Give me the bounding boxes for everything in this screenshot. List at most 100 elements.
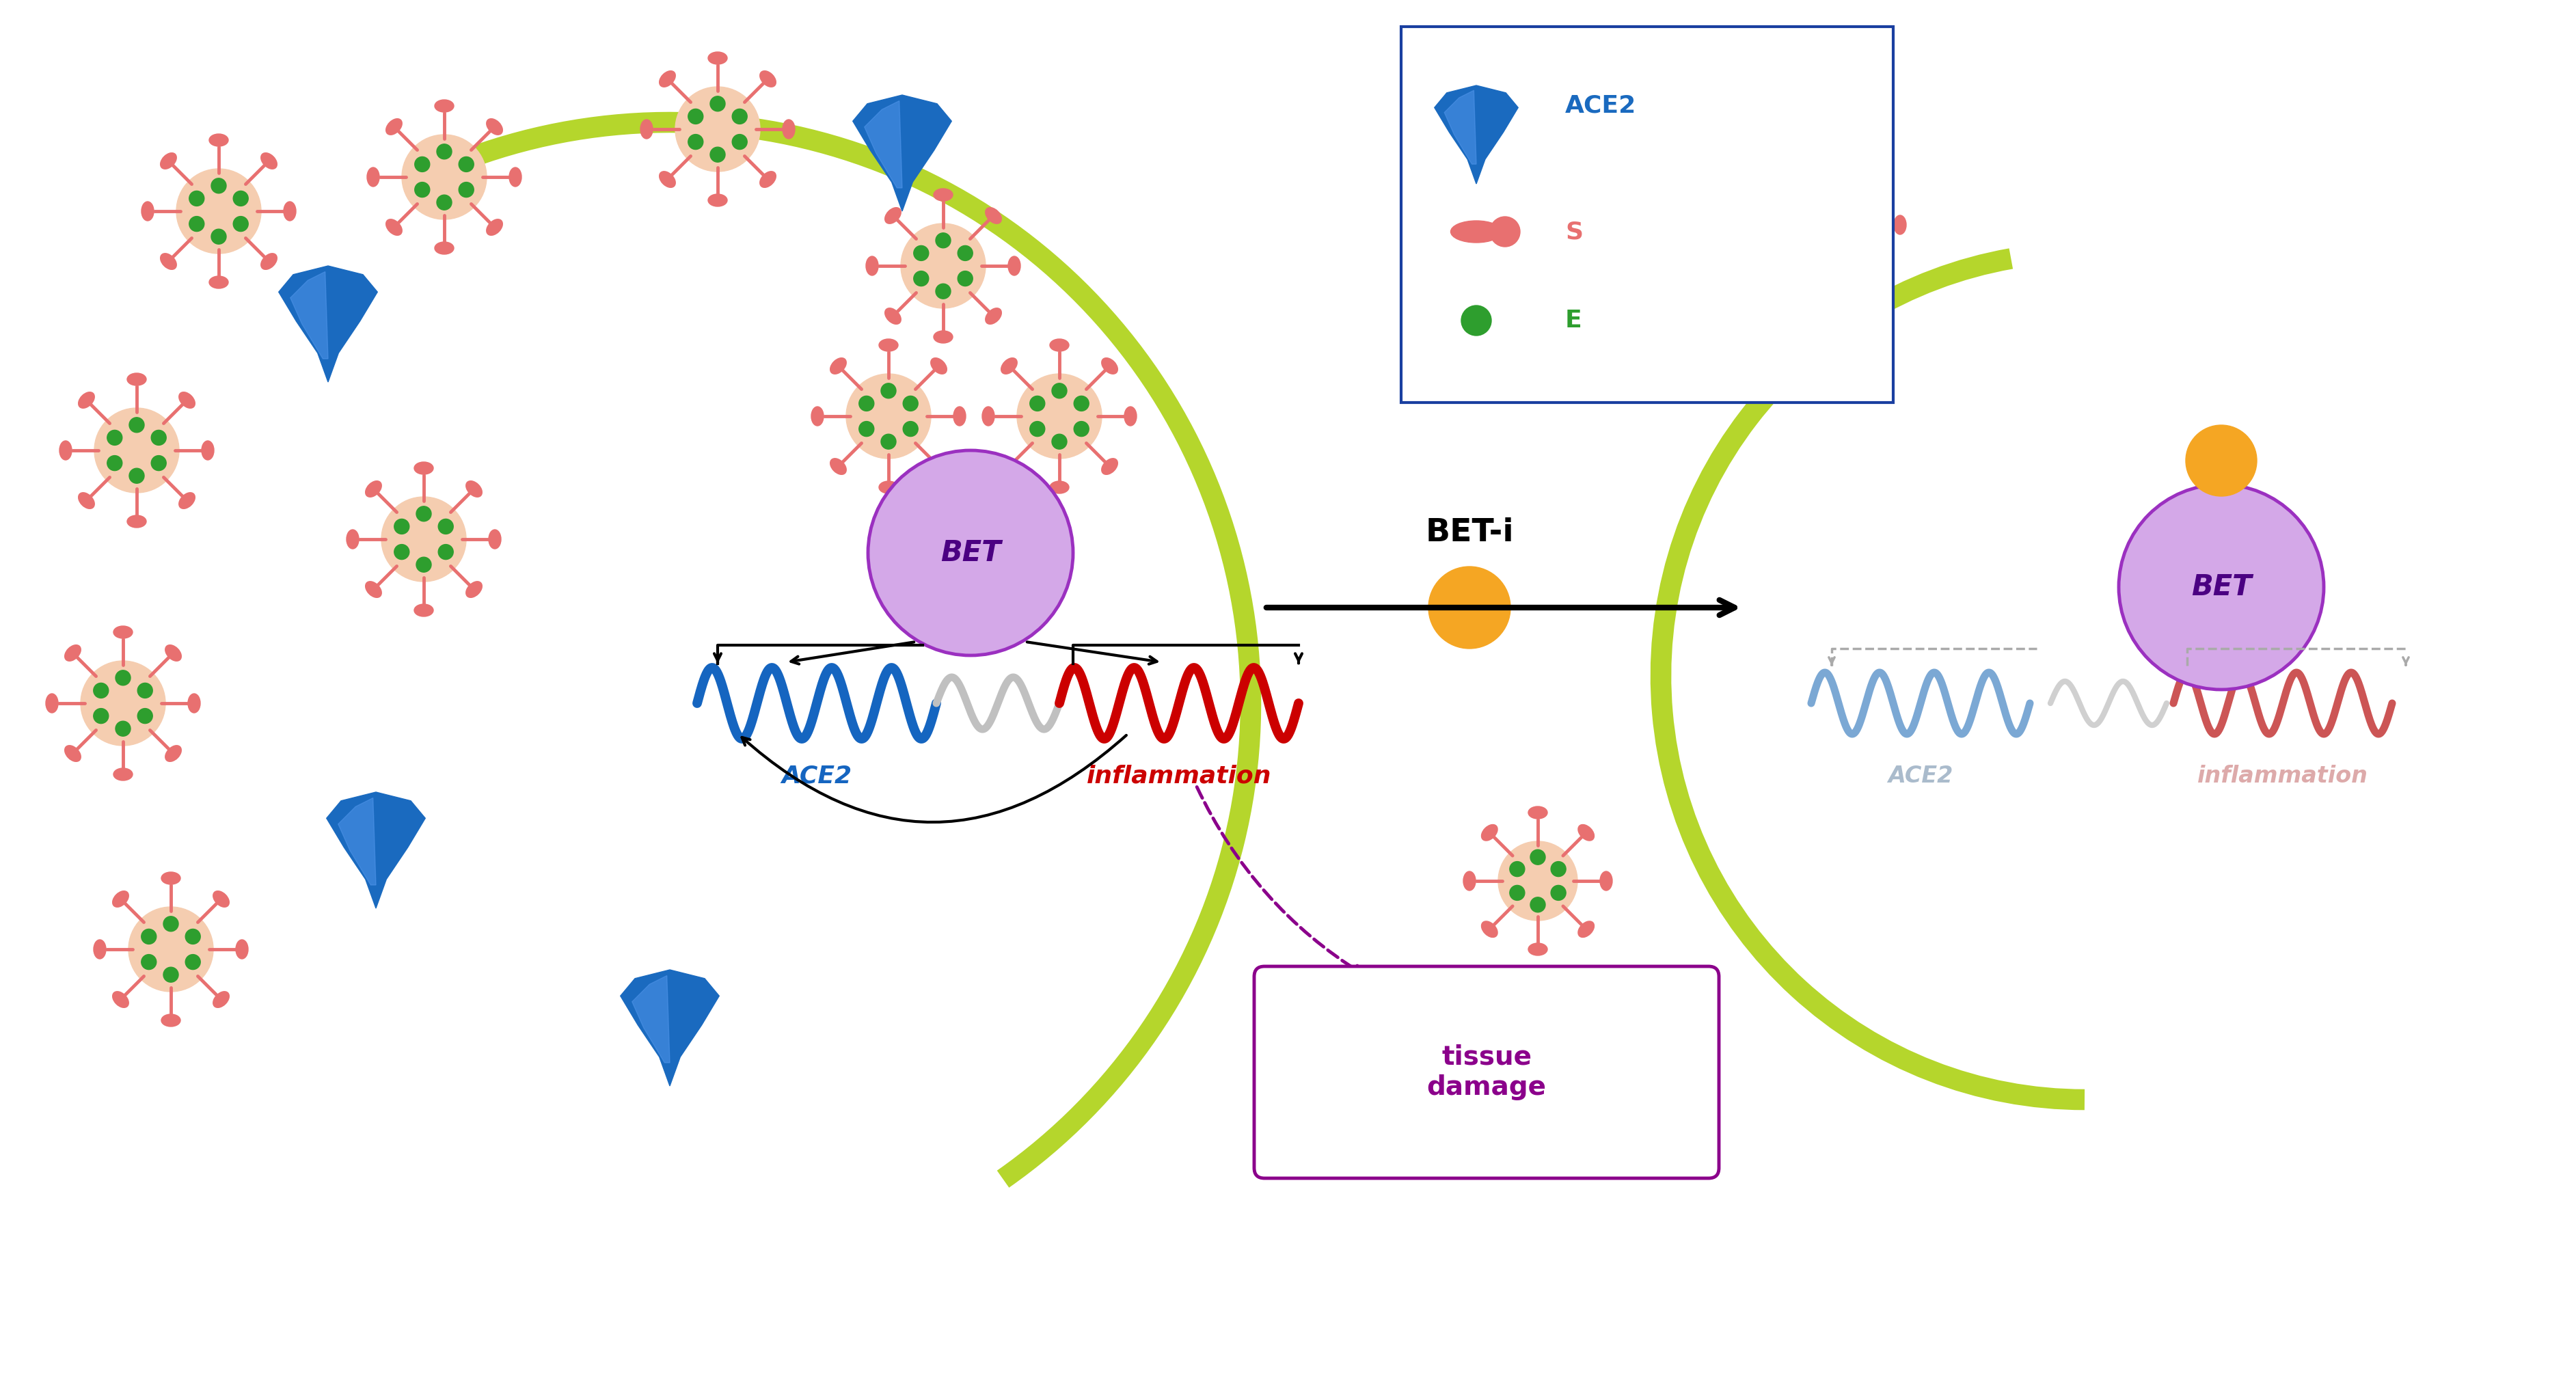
Ellipse shape [366,168,379,187]
Ellipse shape [1600,872,1613,891]
Circle shape [402,135,487,220]
Ellipse shape [142,202,155,221]
Circle shape [459,157,474,172]
Circle shape [438,545,453,559]
Ellipse shape [659,172,675,188]
Ellipse shape [489,530,500,549]
Ellipse shape [1664,328,1685,341]
Ellipse shape [93,939,106,958]
Circle shape [1793,185,1870,265]
Ellipse shape [59,441,72,460]
Circle shape [188,191,204,206]
Text: inflammation: inflammation [2197,765,2367,787]
Text: BET: BET [940,538,999,567]
Ellipse shape [126,515,147,527]
Circle shape [1803,206,1819,221]
Ellipse shape [987,207,1002,224]
Circle shape [175,169,260,254]
Circle shape [711,147,726,162]
Circle shape [415,183,430,198]
Ellipse shape [1579,825,1595,840]
Ellipse shape [415,461,433,474]
Circle shape [1074,422,1090,437]
Circle shape [162,916,178,931]
Ellipse shape [1716,306,1731,323]
Circle shape [108,456,121,471]
Ellipse shape [237,939,247,958]
Circle shape [1051,383,1066,398]
Ellipse shape [829,459,848,475]
Ellipse shape [1007,257,1020,276]
Ellipse shape [1481,825,1497,840]
Ellipse shape [708,194,726,206]
Polygon shape [853,95,951,211]
Polygon shape [291,272,327,358]
Circle shape [1489,217,1520,247]
Text: S: S [1566,220,1584,243]
Ellipse shape [1579,921,1595,938]
Circle shape [129,417,144,432]
Circle shape [1844,229,1860,244]
Ellipse shape [466,481,482,497]
Circle shape [1646,270,1662,286]
Circle shape [1430,567,1510,648]
Ellipse shape [77,493,95,508]
Ellipse shape [386,220,402,235]
Circle shape [1636,227,1713,305]
Circle shape [142,954,157,969]
Polygon shape [621,969,719,1086]
Circle shape [958,246,974,261]
Text: ACE2: ACE2 [781,765,853,788]
Ellipse shape [348,530,358,549]
Circle shape [211,229,227,244]
Ellipse shape [126,373,147,386]
Circle shape [1667,281,1682,297]
Circle shape [688,135,703,150]
FancyBboxPatch shape [1255,967,1718,1178]
Ellipse shape [829,358,848,373]
Ellipse shape [113,768,131,780]
Ellipse shape [1664,191,1685,203]
Circle shape [438,144,451,159]
Circle shape [211,178,227,194]
Circle shape [394,519,410,534]
Polygon shape [631,976,670,1063]
Ellipse shape [160,254,178,269]
Circle shape [185,954,201,969]
Circle shape [142,930,157,945]
Ellipse shape [260,152,278,169]
Ellipse shape [878,481,899,493]
Ellipse shape [1821,151,1842,162]
Ellipse shape [783,119,796,139]
Circle shape [1530,850,1546,865]
Circle shape [162,967,178,982]
Ellipse shape [366,581,381,597]
Circle shape [137,708,152,724]
Text: tissue
damage: tissue damage [1427,1045,1546,1100]
Circle shape [394,545,410,559]
Circle shape [1030,422,1046,437]
Circle shape [914,246,930,261]
Circle shape [417,507,430,522]
Circle shape [152,430,167,445]
Ellipse shape [930,358,948,373]
Ellipse shape [1051,339,1069,351]
Circle shape [732,108,747,124]
Circle shape [93,708,108,724]
Circle shape [129,908,214,991]
Ellipse shape [162,1015,180,1027]
Ellipse shape [1103,459,1118,475]
Ellipse shape [1528,806,1548,818]
Ellipse shape [113,891,129,908]
Ellipse shape [1002,358,1018,373]
Circle shape [881,434,896,449]
Circle shape [1687,270,1703,286]
Circle shape [1510,861,1525,876]
Circle shape [858,395,873,411]
Ellipse shape [878,339,899,351]
Ellipse shape [113,991,129,1008]
Circle shape [234,217,247,232]
Circle shape [688,108,703,124]
Ellipse shape [1873,169,1888,184]
Circle shape [459,183,474,198]
